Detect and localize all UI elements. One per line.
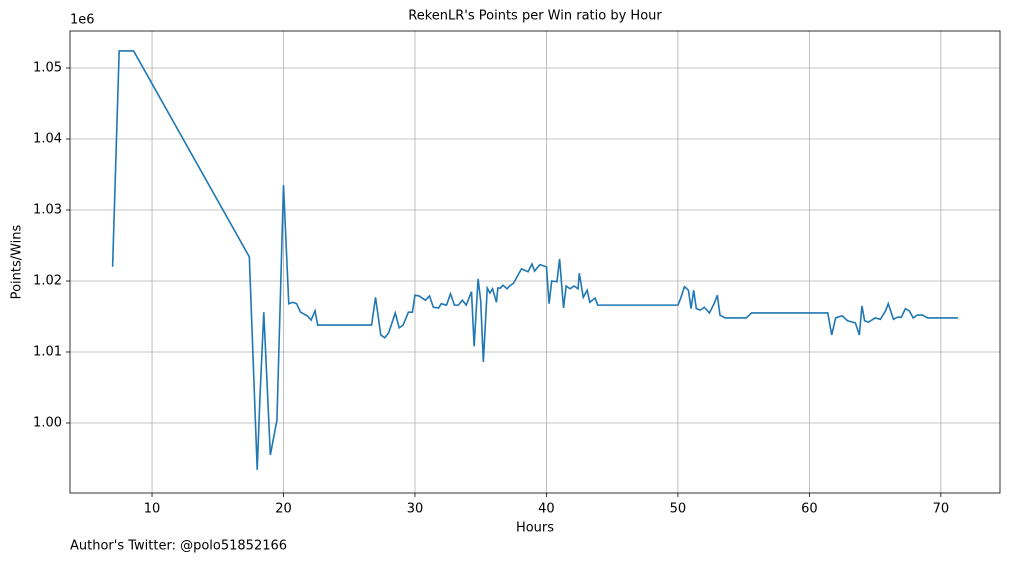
x-tick-label: 10 — [144, 502, 161, 517]
y-axis-label: Points/Wins — [10, 224, 25, 299]
axes-frame — [69, 30, 1001, 494]
x-axis-label: Hours — [516, 521, 554, 536]
x-tick-label: 60 — [801, 502, 818, 517]
x-tick-label: 70 — [933, 502, 950, 517]
data-line — [111, 50, 958, 470]
x-tick-label: 40 — [538, 502, 555, 517]
y-offset-label: 1e6 — [70, 13, 95, 28]
footnote: Author's Twitter: @polo51852166 — [70, 539, 287, 554]
x-tick-label: 30 — [407, 502, 424, 517]
plot-area — [70, 31, 1000, 493]
y-tick-label: 1.03 — [33, 202, 62, 217]
x-tick-label: 20 — [275, 502, 292, 517]
y-tick-label: 1.05 — [33, 60, 62, 75]
chart-title: RekenLR's Points per Win ratio by Hour — [408, 9, 662, 24]
y-tick-label: 1.00 — [33, 415, 62, 430]
y-tick-label: 1.01 — [33, 344, 62, 359]
x-tick-label: 50 — [670, 502, 687, 517]
y-tick-label: 1.02 — [33, 273, 62, 288]
y-tick-label: 1.04 — [33, 131, 62, 146]
